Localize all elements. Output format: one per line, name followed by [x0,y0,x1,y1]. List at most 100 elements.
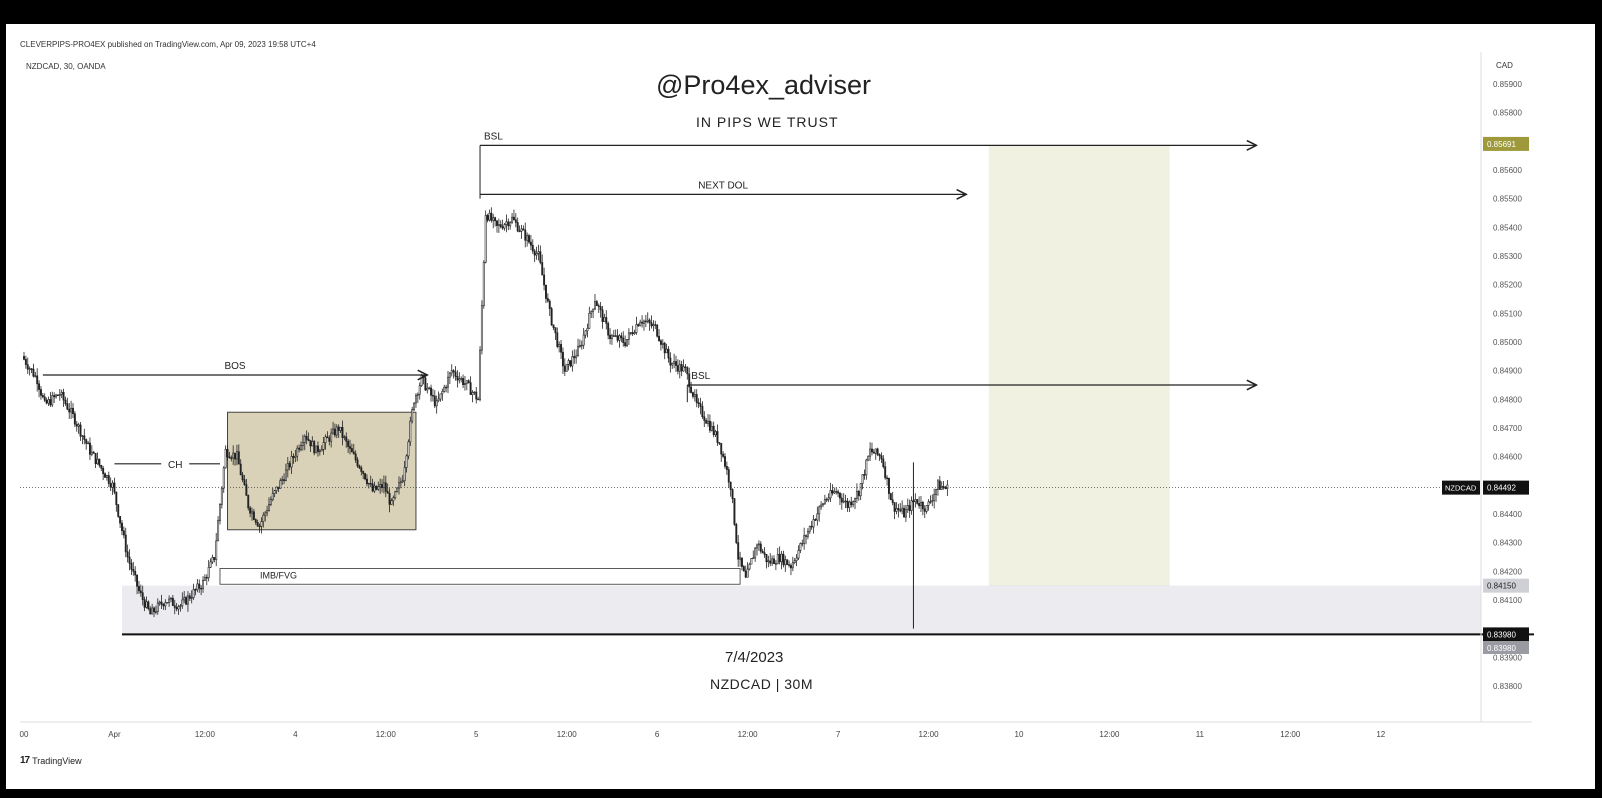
candle [661,339,664,349]
candle-body [850,501,853,506]
candle-body [610,335,613,339]
candle-body [895,508,898,512]
candle [283,473,286,485]
candle-body [887,477,890,494]
candle-body [703,416,706,421]
candle [462,374,465,388]
candle-body [754,547,757,559]
candle [561,347,564,374]
candle [207,559,210,582]
candle-body [712,425,715,436]
candle-body [258,525,261,528]
candle-body [335,426,338,436]
candle [537,244,540,261]
candle [872,448,875,454]
candle [477,396,480,401]
price-tick-label: 0.84300 [1493,539,1522,548]
candle-body [358,465,361,469]
candle-body [661,342,664,345]
candle [605,310,608,330]
candle-body [373,485,376,492]
tagline: IN PIPS WE TRUST [696,114,839,130]
candle [398,476,400,495]
candle-body [350,448,353,453]
candle-body [349,446,351,449]
candle [40,386,42,400]
candle-body [722,453,725,457]
candle [179,603,182,612]
candle [891,491,894,506]
price-chart[interactable]: BOS CH BSL NEXT DOL BSL IMB/FVG CAD 0.85900 0.8… [6,24,1595,789]
candle-body [24,358,27,365]
candle-body [102,467,105,475]
candle-body [920,502,922,507]
price-tag-target: 0.85691 [1487,140,1516,149]
candle [806,528,809,540]
candle [903,504,905,518]
candle-body [835,491,838,493]
candle [34,371,37,378]
candle [524,222,527,248]
candle [258,523,261,533]
candle-body [409,420,412,443]
candle-body [765,554,768,563]
candle-body [347,440,350,447]
tradingview-logo[interactable]: 17 TradingView [20,755,82,766]
candle [260,517,263,534]
candle-body [676,365,679,372]
candle [541,254,544,276]
candle-body [88,442,91,455]
candle [718,442,721,446]
candle-body [43,396,46,401]
candle [778,546,781,565]
symbol-info: NZDCAD, 30, OANDA [26,62,106,71]
candle-body [599,306,602,311]
time-tick-label: 5 [474,730,479,739]
candle [350,443,353,453]
candle [805,534,807,545]
candle [899,503,902,513]
candle-body [494,217,497,222]
candle [705,418,708,424]
candle [290,450,293,474]
candle [113,477,116,495]
candle-body [921,502,924,510]
candle-body [767,560,770,563]
candle [121,520,123,536]
candle-body [443,386,446,392]
candle [117,504,120,518]
candle [789,563,792,576]
candle-body [352,451,355,455]
candle [737,535,740,567]
candle-body [716,431,719,443]
candle [469,376,472,395]
candle-body [205,577,208,579]
candle [516,217,519,233]
candle-body [831,490,834,494]
candle-body [496,220,498,226]
candle [90,445,93,457]
candle [239,459,242,476]
candle-body [842,500,845,503]
candle-body [863,474,866,476]
candle-body [405,455,408,468]
candle-body [620,335,623,339]
candle-body [235,451,238,460]
candle-body [750,558,753,565]
candle [904,504,907,522]
tradingview-logo-icon: 17 [20,755,30,766]
candle [765,554,768,569]
candle-body [509,222,512,227]
candle [882,455,885,469]
candle [384,475,387,498]
candle [183,590,186,604]
candle-body [503,224,506,229]
price-tick-label: 0.85100 [1493,309,1522,318]
candle [224,445,227,469]
candle-body [202,580,204,589]
candle-body [315,445,318,454]
candle-body [345,436,348,442]
candle-body [637,324,640,327]
candle-body [633,332,636,335]
candle-body [793,560,796,563]
